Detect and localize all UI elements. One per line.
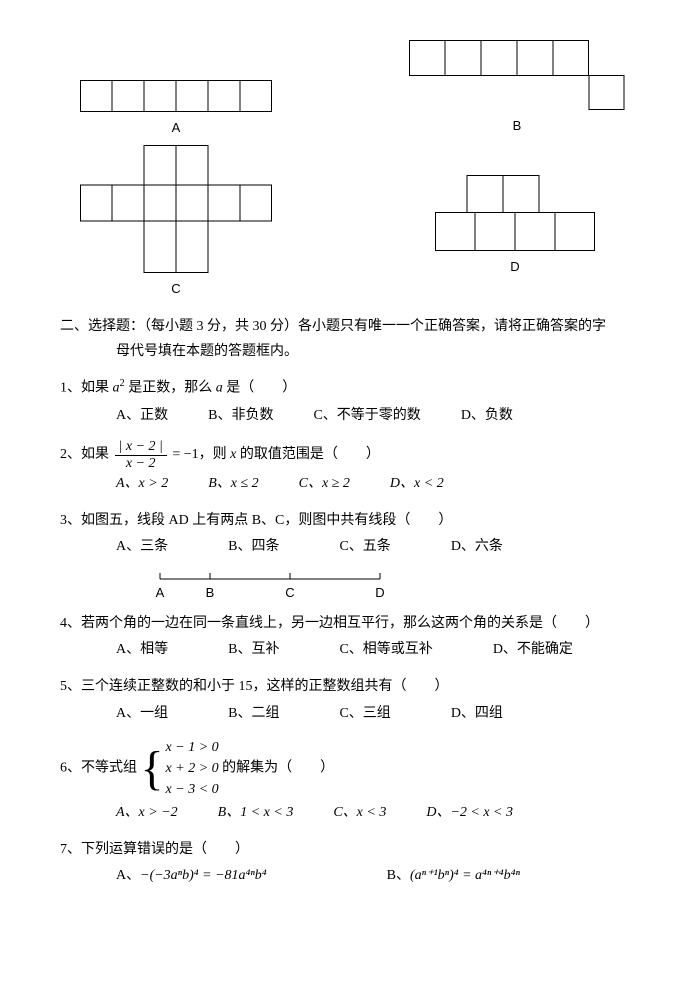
question-5: 5、三个连续正整数的和小于 15，这样的正整数组共有（ ） A、一组 B、二组 … [60, 674, 635, 727]
q6-line2: x + 2 > 0 [166, 758, 219, 779]
q2-stem-post: 的取值范围是（ ） [236, 447, 380, 462]
question-4: 4、若两个角的一边在同一条直线上，另一边相互平行，那么这两个角的关系是（ ） A… [60, 611, 635, 664]
figures-row-2: C D [60, 145, 635, 296]
figure-B: B [409, 40, 625, 135]
q1-stem-mid: 是正数，那么 [125, 381, 216, 396]
q6-stem-pre: 6、不等式组 [60, 761, 141, 776]
q2-stem-pre: 2、如果 [60, 447, 113, 462]
q7-optB: B、(aⁿ⁺¹bⁿ)⁴ = a⁴ⁿ⁺⁴b⁴ⁿ [387, 863, 520, 890]
q5-optA: A、一组 [116, 701, 168, 728]
q2-frac-den: x − 2 [115, 456, 167, 471]
q2-optA: A、x > 2 [116, 471, 168, 498]
q6-optB: B、1 < x < 3 [218, 800, 294, 827]
q4-optD: D、不能确定 [493, 637, 573, 664]
q3-label-A: A [156, 585, 165, 600]
q3-options: A、三条 B、四条 C、五条 D、六条 [60, 534, 635, 561]
question-2: 2、如果 | x − 2 | x − 2 = −1，则 x 的取值范围是（ ） … [60, 439, 635, 497]
q7-optA-expr: −(−3aⁿb)⁴ = −81a⁴ⁿb⁴ [140, 868, 267, 883]
q4-optC: C、相等或互补 [339, 637, 432, 664]
q3-optC: C、五条 [339, 534, 390, 561]
q5-stem: 5、三个连续正整数的和小于 15，这样的正整数组共有（ ） [60, 679, 449, 694]
figure-D-svg [435, 175, 595, 251]
q3-stem: 3、如图五，线段 AD 上有两点 B、C，则图中共有线段（ ） [60, 513, 452, 528]
q6-optD: D、−2 < x < 3 [426, 800, 513, 827]
q2-fraction: | x − 2 | x − 2 [115, 439, 167, 471]
q1-stem-post: 是（ ） [223, 381, 297, 396]
section-title-line2: 母代号填在本题的答题框内。 [60, 339, 298, 364]
q2-options: A、x > 2 B、x ≤ 2 C、x ≥ 2 D、x < 2 [60, 471, 635, 498]
q6-stem-post: 的解集为（ ） [222, 761, 334, 776]
q7-optB-expr: (aⁿ⁺¹bⁿ)⁴ = a⁴ⁿ⁺⁴b⁴ⁿ [410, 868, 520, 883]
q6-line3: x − 3 < 0 [166, 779, 219, 800]
q4-optB: B、互补 [228, 637, 279, 664]
q5-optC: C、三组 [339, 701, 390, 728]
q1-var-a2: a [113, 381, 120, 396]
q3-label-D: D [375, 585, 384, 600]
q5-optD: D、四组 [451, 701, 503, 728]
q4-stem: 4、若两个角的一边在同一条直线上，另一边相互平行，那么这两个角的关系是（ ） [60, 616, 599, 631]
q6-line1: x − 1 > 0 [166, 737, 219, 758]
section-title-line1: 二、选择题：（每小题 3 分，共 30 分）各小题只有唯一一个正确答案，请将正确… [60, 319, 606, 334]
q5-optB: B、二组 [228, 701, 279, 728]
q6-options: A、x > −2 B、1 < x < 3 C、x < 3 D、−2 < x < … [60, 800, 635, 827]
q1-optD: D、负数 [461, 403, 513, 430]
q6-lines: x − 1 > 0 x + 2 > 0 x − 3 < 0 [166, 737, 219, 800]
question-7: 7、下列运算错误的是（ ） A、−(−3aⁿb)⁴ = −81a⁴ⁿb⁴ B、(… [60, 837, 635, 890]
q5-options: A、一组 B、二组 C、三组 D、四组 [60, 701, 635, 728]
q6-optC: C、x < 3 [333, 800, 386, 827]
q2-optB: B、x ≤ 2 [208, 471, 258, 498]
figure-D: D [435, 175, 595, 296]
q7-options: A、−(−3aⁿb)⁴ = −81a⁴ⁿb⁴ B、(aⁿ⁺¹bⁿ)⁴ = a⁴ⁿ… [60, 863, 635, 890]
q2-optD: D、x < 2 [390, 471, 444, 498]
figure-A-svg [80, 80, 272, 112]
figure-A: A [80, 80, 272, 135]
q7-stem: 7、下列运算错误的是（ ） [60, 842, 249, 857]
q3-line-diagram: A B C D [150, 567, 390, 601]
q1-optC: C、不等于零的数 [313, 403, 420, 430]
q4-options: A、相等 B、互补 C、相等或互补 D、不能确定 [60, 637, 635, 664]
q4-optA: A、相等 [116, 637, 168, 664]
figure-C-label: C [171, 281, 180, 296]
q2-optC: C、x ≥ 2 [299, 471, 350, 498]
q2-stem-mid: = −1，则 [172, 447, 230, 462]
q3-optA: A、三条 [116, 534, 168, 561]
q1-stem-pre: 1、如果 [60, 381, 113, 396]
figure-C-svg [80, 145, 272, 273]
question-3: 3、如图五，线段 AD 上有两点 B、C，则图中共有线段（ ） A、三条 B、四… [60, 508, 635, 601]
figure-C: C [80, 145, 272, 296]
q2-frac-num: | x − 2 | [115, 439, 167, 455]
q1-optA: A、正数 [116, 403, 168, 430]
q6-system: { x − 1 > 0 x + 2 > 0 x − 3 < 0 [141, 737, 219, 800]
figure-B-label: B [513, 118, 522, 133]
q1-options: A、正数 B、非负数 C、不等于零的数 D、负数 [60, 403, 635, 430]
q3-optD: D、六条 [451, 534, 503, 561]
question-1: 1、如果 a2 是正数，那么 a 是（ ） A、正数 B、非负数 C、不等于零的… [60, 374, 635, 429]
q3-label-B: B [206, 585, 215, 600]
q6-optA: A、x > −2 [116, 800, 178, 827]
section-title: 二、选择题：（每小题 3 分，共 30 分）各小题只有唯一一个正确答案，请将正确… [60, 314, 635, 364]
figure-A-label: A [172, 120, 181, 135]
figures-row-1: A B [60, 40, 635, 135]
q6-brace: { [141, 745, 164, 793]
figure-D-label: D [510, 259, 519, 274]
q3-optB: B、四条 [228, 534, 279, 561]
q1-var-a: a [216, 381, 223, 396]
q3-label-C: C [285, 585, 294, 600]
q7-optA: A、−(−3aⁿb)⁴ = −81a⁴ⁿb⁴ [116, 863, 267, 890]
question-6: 6、不等式组 { x − 1 > 0 x + 2 > 0 x − 3 < 0 的… [60, 737, 635, 827]
figure-B-svg [409, 40, 625, 110]
q7-optB-pre: B、 [387, 868, 410, 883]
q1-optB: B、非负数 [208, 403, 273, 430]
q7-optA-pre: A、 [116, 868, 140, 883]
